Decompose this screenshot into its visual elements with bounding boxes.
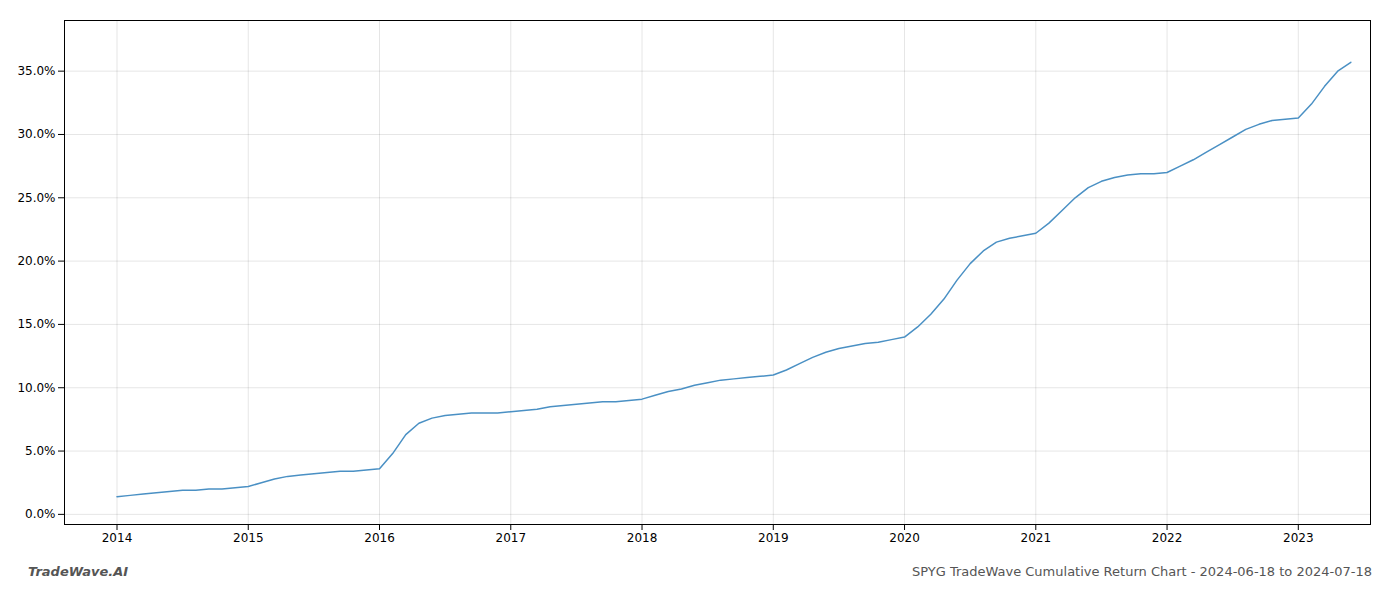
- svg-text:35.0%: 35.0%: [17, 64, 55, 78]
- html-text:SPYG TradeWave Cumulative Retu: SPYG TradeWave Cumulative Return Chart -…: [911, 564, 1372, 579]
- svg-text:30.0%: 30.0%: [17, 127, 55, 141]
- svg-text:0.0%: 0.0%: [25, 507, 56, 521]
- svg-text:2022: 2022: [1152, 531, 1183, 545]
- svg-text:2018: 2018: [627, 531, 658, 545]
- svg-text:2019: 2019: [758, 531, 789, 545]
- svg-text:2015: 2015: [233, 531, 264, 545]
- svg-text:2016: 2016: [364, 531, 395, 545]
- svg-text:25.0%: 25.0%: [17, 191, 55, 205]
- svg-text:5.0%: 5.0%: [25, 444, 56, 458]
- svg-text:2020: 2020: [889, 531, 920, 545]
- svg-text:2023: 2023: [1283, 531, 1314, 545]
- svg-text:15.0%: 15.0%: [17, 317, 55, 331]
- html-text:TradeWave.AI: TradeWave.AI: [28, 564, 129, 579]
- svg-text:2021: 2021: [1021, 531, 1052, 545]
- svg-text:10.0%: 10.0%: [17, 381, 55, 395]
- svg-text:20.0%: 20.0%: [17, 254, 55, 268]
- svg-text:2014: 2014: [102, 531, 133, 545]
- svg-text:2017: 2017: [495, 531, 526, 545]
